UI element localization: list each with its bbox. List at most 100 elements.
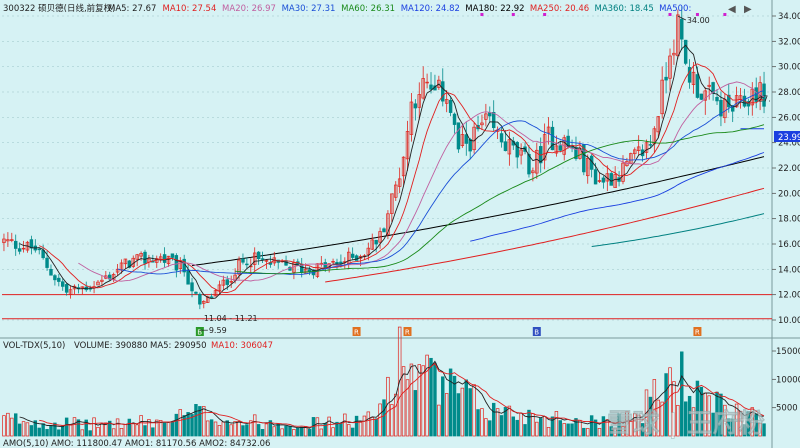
candle-body: [429, 84, 433, 90]
volume-bar: [621, 426, 625, 437]
volume-bar: [256, 424, 261, 437]
ma-legend-item: MA5: 27.67: [108, 4, 156, 14]
volume-legend-item: MA10: 306047: [211, 341, 273, 351]
volume-bars: [2, 326, 766, 437]
candle-body: [515, 142, 519, 158]
volume-bar: [691, 407, 696, 437]
volume-bar: [350, 427, 355, 437]
candle-body: [264, 259, 269, 262]
prev-arrow-icon[interactable]: ◀: [728, 4, 736, 15]
volume-bar: [57, 429, 61, 437]
volume-tick-label: 5000: [776, 404, 798, 414]
volume-bar: [170, 421, 175, 437]
candle-body: [715, 97, 719, 102]
candlestick-series: [2, 6, 766, 310]
candle-body: [237, 259, 241, 275]
ma-legend-item: MA10: 27.54: [163, 4, 217, 14]
volume-bar: [719, 393, 723, 437]
volume-bar: [354, 415, 359, 437]
candle-body: [194, 291, 198, 294]
volume-bar: [115, 418, 120, 437]
candle-body: [209, 296, 214, 299]
volume-bar: [484, 418, 488, 437]
candle-body: [597, 180, 602, 182]
volume-bar: [96, 426, 100, 437]
volume-bar: [558, 420, 563, 437]
event-marker-label: B: [197, 329, 202, 337]
volume-bar: [315, 417, 320, 437]
candle-body: [546, 126, 551, 134]
volume-bar: [511, 416, 516, 437]
candle-body: [699, 93, 704, 100]
volume-bar: [111, 428, 116, 437]
volume-bar: [209, 419, 214, 437]
volume-bar: [174, 413, 179, 437]
price-annotations: 34.00 11.04 - 11.21 9.59 27.: [199, 13, 771, 335]
candle-body: [691, 71, 696, 85]
volume-bar: [45, 429, 49, 437]
volume-bar: [119, 428, 124, 437]
candle-body: [503, 141, 508, 152]
candle-body: [96, 281, 100, 286]
candle-body: [213, 290, 218, 297]
candle-body: [174, 255, 179, 271]
volume-bar: [695, 380, 700, 437]
volume-bar: [456, 393, 461, 437]
candle-body: [750, 88, 755, 106]
volume-bar: [284, 425, 288, 437]
volume-bar: [433, 362, 437, 437]
volume-bar: [535, 421, 539, 437]
volume-bar: [730, 418, 735, 437]
candle-body: [535, 149, 539, 174]
candle-body: [499, 133, 504, 143]
ma-line-ma180: [191, 156, 765, 266]
event-marker-label: B: [534, 329, 539, 337]
volume-bar: [656, 399, 660, 437]
volume-bar: [586, 428, 590, 437]
ma-legend-item: MA120: 24.82: [401, 4, 460, 14]
candle-body: [648, 144, 653, 146]
volume-bar: [61, 425, 65, 437]
price-tick-label: 32.00: [778, 37, 800, 47]
event-marker-label: R: [695, 329, 700, 337]
volume-bar: [452, 375, 457, 437]
volume-bar: [570, 423, 574, 437]
volume-bar: [178, 409, 182, 437]
volume-bar: [21, 421, 26, 437]
volume-bar: [6, 412, 10, 437]
candle-body: [80, 286, 85, 289]
volume-bar: [523, 424, 527, 437]
volume-bar: [10, 417, 14, 437]
candle-body: [734, 95, 739, 108]
candle-body: [331, 261, 335, 263]
volume-bar: [233, 421, 237, 437]
candle-body: [452, 113, 457, 125]
volume-bar: [390, 404, 394, 437]
candle-body: [198, 293, 202, 305]
signal-dot: [668, 13, 672, 16]
volume-legend-item: VOL-TDX(5,10): [3, 341, 65, 351]
volume-bar: [186, 412, 190, 437]
candle-body: [441, 81, 445, 102]
ma-line-ma250: [325, 187, 765, 283]
candle-body: [405, 131, 410, 160]
price-tick-label: 10.00: [778, 316, 800, 326]
candle-body: [366, 247, 371, 255]
candle-body: [241, 258, 245, 263]
ma-line-ma120: [470, 152, 765, 242]
volume-bar: [660, 401, 664, 437]
candle-body: [542, 134, 547, 161]
volume-bar: [245, 424, 249, 437]
candle-body: [6, 239, 10, 242]
volume-bar: [374, 418, 378, 437]
candle-body: [484, 113, 488, 120]
volume-bar: [550, 416, 555, 437]
volume-bar: [676, 404, 680, 437]
volume-bar: [613, 427, 617, 437]
volume-bar: [495, 408, 500, 437]
volume-bar: [370, 417, 374, 437]
volume-bar: [488, 420, 492, 437]
event-marker-box: [352, 327, 361, 336]
next-arrow-icon[interactable]: ▶: [744, 4, 752, 15]
volume-bar: [276, 423, 280, 437]
